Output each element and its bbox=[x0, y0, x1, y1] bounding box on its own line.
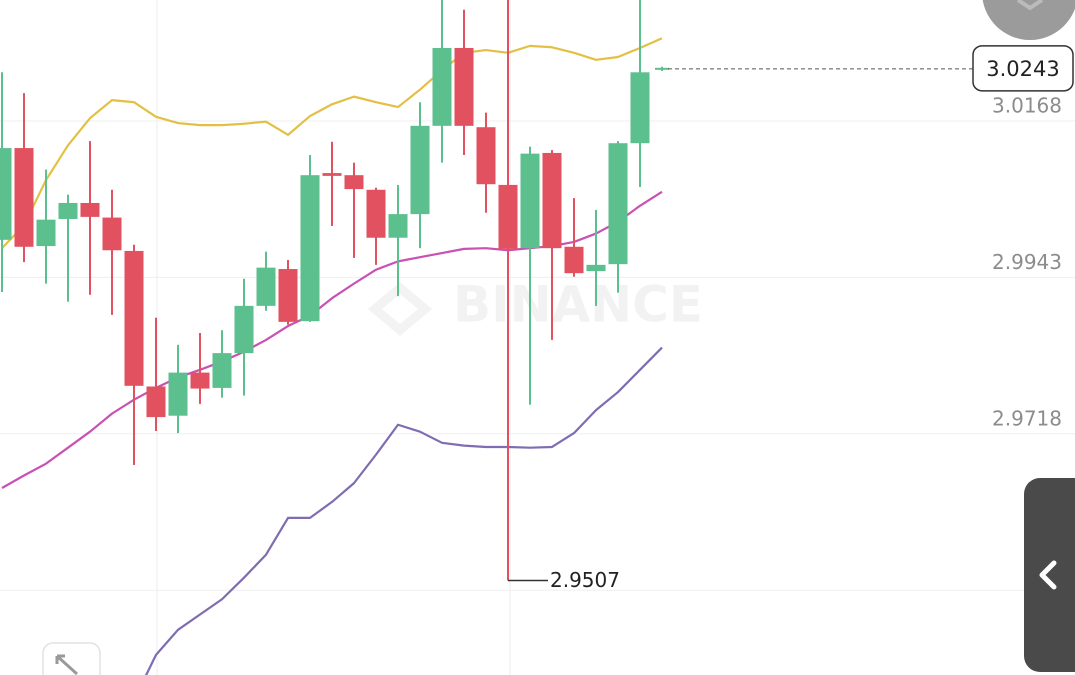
candle-body bbox=[234, 305, 254, 354]
candle-body bbox=[564, 246, 584, 274]
y-tick-label: 2.9943 bbox=[992, 250, 1062, 274]
candle-body bbox=[608, 143, 628, 265]
candle-body bbox=[168, 372, 188, 416]
candle-body bbox=[586, 264, 606, 272]
chevron-icon bbox=[1039, 560, 1057, 590]
low-annotation: 2.9507 bbox=[550, 568, 620, 592]
watermark: BINANCE bbox=[453, 276, 703, 334]
band-line bbox=[1, 37, 663, 249]
price-label-box bbox=[972, 45, 1074, 92]
band-line bbox=[1, 190, 663, 489]
expand-button[interactable] bbox=[42, 642, 101, 675]
candle-body bbox=[102, 217, 122, 251]
candle-body bbox=[58, 202, 78, 219]
candle-body bbox=[630, 72, 650, 144]
candle-body bbox=[36, 219, 56, 247]
side-panel-toggle[interactable] bbox=[1024, 478, 1075, 672]
candle-body bbox=[542, 152, 562, 249]
candle-body bbox=[256, 267, 276, 306]
high-annotation: 3.0360 bbox=[485, 0, 555, 4]
y-tick-label: 2.9718 bbox=[992, 406, 1062, 430]
candle-body bbox=[278, 269, 298, 322]
candle-body bbox=[476, 127, 496, 185]
candle-body bbox=[366, 189, 386, 238]
candle-body bbox=[124, 250, 144, 386]
candle-body bbox=[344, 175, 364, 190]
candle-body bbox=[520, 153, 540, 249]
candle-body bbox=[454, 47, 474, 126]
candle-body bbox=[498, 184, 518, 249]
candle-body bbox=[0, 148, 12, 240]
candle-body bbox=[388, 214, 408, 238]
band-line bbox=[144, 346, 663, 675]
candle-body bbox=[410, 125, 430, 215]
candle-body bbox=[300, 175, 320, 322]
y-tick-label: 3.0168 bbox=[992, 93, 1062, 117]
candle-body bbox=[322, 173, 342, 176]
scroll-icon bbox=[1016, 0, 1044, 11]
candle-body bbox=[80, 202, 100, 217]
watermark-logo bbox=[368, 282, 432, 336]
candle-body bbox=[432, 47, 452, 126]
candle-body bbox=[14, 148, 34, 247]
expand-icon bbox=[55, 654, 79, 675]
candle-body bbox=[190, 372, 210, 389]
current-price-label: 3.0243 bbox=[986, 57, 1059, 81]
scroll-button[interactable] bbox=[982, 0, 1075, 40]
candle-body bbox=[146, 386, 166, 418]
candle-body bbox=[212, 353, 232, 388]
